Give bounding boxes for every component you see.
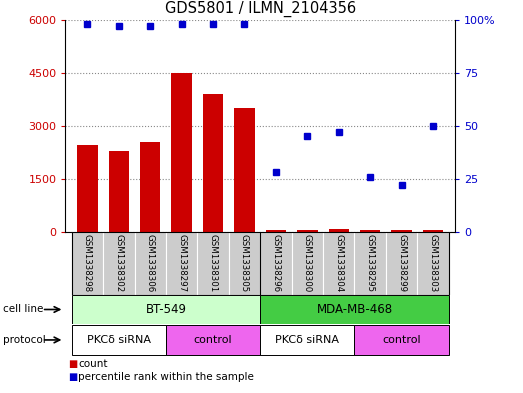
Text: cell line: cell line [3,305,43,314]
Bar [166,232,197,295]
Bar [197,232,229,295]
Text: percentile rank within the sample: percentile rank within the sample [78,372,254,382]
Bar [323,232,355,295]
Bar [172,73,192,232]
Bar [266,230,286,232]
Bar [203,94,223,232]
Bar [260,325,355,355]
Text: BT-549: BT-549 [145,303,186,316]
Bar [260,296,449,324]
Bar [140,141,161,232]
Bar [360,230,380,232]
Text: GSM1338295: GSM1338295 [366,234,374,292]
Text: GSM1338298: GSM1338298 [83,234,92,292]
Bar [72,325,166,355]
Text: GSM1338297: GSM1338297 [177,234,186,292]
Text: protocol: protocol [3,335,46,345]
Text: count: count [78,358,108,369]
Text: GSM1338302: GSM1338302 [115,234,123,292]
Bar [229,232,260,295]
Text: PKCδ siRNA: PKCδ siRNA [275,335,339,345]
Text: control: control [194,335,232,345]
Text: GSM1338304: GSM1338304 [334,234,343,292]
Bar [391,230,412,232]
Bar [355,232,386,295]
Bar [234,108,255,232]
Bar [292,232,323,295]
Text: ■: ■ [69,372,78,382]
Bar [386,232,417,295]
Text: ■: ■ [69,358,78,369]
Bar [297,230,317,232]
Bar [260,232,292,295]
Title: GDS5801 / ILMN_2104356: GDS5801 / ILMN_2104356 [165,1,356,17]
Bar [109,151,129,232]
Text: GSM1338296: GSM1338296 [271,234,280,292]
Bar [328,229,349,232]
Bar [77,145,98,232]
Bar [417,232,449,295]
Bar [166,325,260,355]
Text: GSM1338305: GSM1338305 [240,234,249,292]
Bar [423,230,443,232]
Bar [134,232,166,295]
Text: GSM1338306: GSM1338306 [146,234,155,292]
Text: MDA-MB-468: MDA-MB-468 [316,303,393,316]
Text: GSM1338300: GSM1338300 [303,234,312,292]
Bar [355,325,449,355]
Text: GSM1338303: GSM1338303 [428,234,438,292]
Text: GSM1338301: GSM1338301 [209,234,218,292]
Text: PKCδ siRNA: PKCδ siRNA [87,335,151,345]
Text: GSM1338299: GSM1338299 [397,234,406,292]
Bar [72,296,260,324]
Text: control: control [382,335,421,345]
Bar [72,232,103,295]
Bar [103,232,134,295]
